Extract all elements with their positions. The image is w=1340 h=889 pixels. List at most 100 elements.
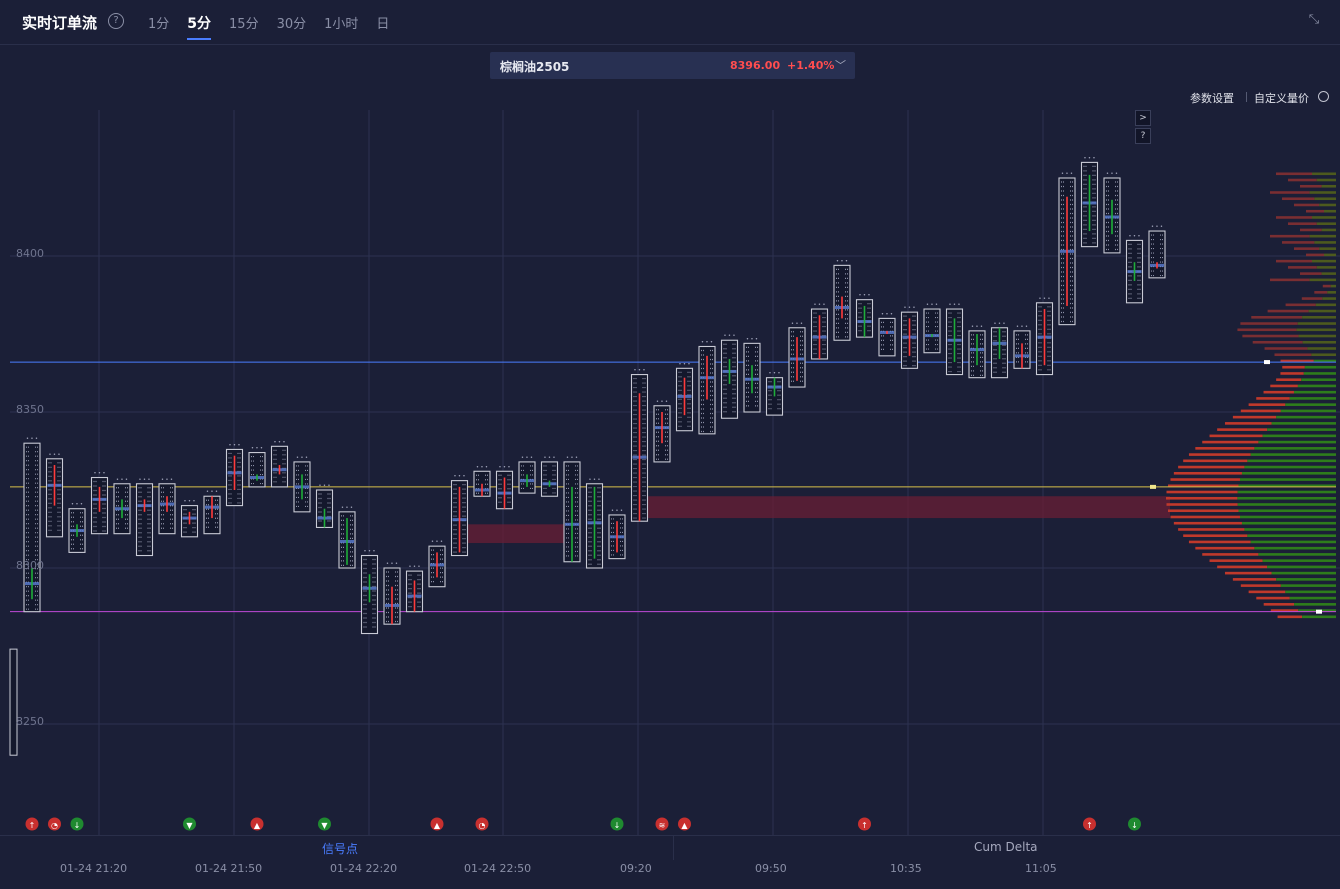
tab-signals[interactable]: 信号点 (322, 842, 359, 856)
x-tick-label: 09:20 (620, 862, 652, 875)
footprint-box (9, 648, 18, 756)
footprint-header: • • • (386, 561, 398, 567)
profile-bar-buy (1321, 184, 1336, 188)
footprint-header: • • • (971, 324, 983, 330)
footprint-header: • • • (746, 336, 758, 342)
tab-30m[interactable]: 30分 (276, 17, 307, 32)
footprint-header: • • • (431, 539, 443, 545)
profile-bar-sell (1263, 390, 1294, 394)
profile-bar-buy (1321, 228, 1336, 232)
symbol-selector[interactable]: 棕榈油2505 8396.00 +1.40% ﹀ (490, 52, 855, 79)
signal-icon (678, 817, 691, 831)
profile-bar-sell (1217, 565, 1268, 569)
profile-bar-sell (1300, 228, 1322, 232)
page-title: 实时订单流 (22, 14, 98, 32)
tab-cum-delta[interactable]: Cum Delta (974, 840, 1038, 854)
footprint-box (878, 317, 896, 357)
symbol-change: +1.40% (787, 59, 835, 72)
expand-button[interactable]: > (1135, 110, 1151, 126)
signal-glyph: ▲ (681, 821, 688, 830)
footprint-chart[interactable]: • • • • • • • • • • • • • • • • • • • • • • • •… (0, 0, 1340, 835)
signal-icon (70, 817, 84, 831)
profile-bar-buy (1285, 590, 1336, 594)
profile-bar-sell (1277, 615, 1303, 619)
y-tick-label: 8250 (16, 715, 44, 728)
footprint-header: • • • (71, 502, 83, 508)
profile-bar-buy (1262, 434, 1336, 438)
profile-bar-sell (1209, 434, 1263, 438)
profile-bar-buy (1280, 584, 1336, 587)
tab-5m[interactable]: 5分 (187, 13, 211, 40)
footprint-header: • • • (1151, 224, 1163, 230)
profile-bar-buy (1247, 459, 1336, 463)
profile-bar-buy (1254, 546, 1336, 550)
footprint-header: • • • (1038, 296, 1050, 302)
profile-bar-buy (1309, 191, 1336, 194)
profile-bar-sell (1270, 191, 1310, 194)
profile-bar-sell (1300, 272, 1322, 275)
y-tick-label: 8300 (16, 559, 44, 572)
footprint-header: • • • (498, 464, 510, 470)
profile-bar-sell (1170, 478, 1240, 481)
profile-bar-sell (1240, 409, 1281, 413)
settings-button[interactable]: 参数设置 (1190, 92, 1234, 105)
help-button[interactable]: ? (1135, 128, 1151, 144)
profile-bar-buy (1241, 472, 1336, 475)
tab-day[interactable]: 日 (376, 17, 390, 32)
settings-icon[interactable] (1318, 91, 1329, 102)
custom-price-button[interactable]: 自定义量价 (1254, 92, 1309, 105)
footprint-header: • • • (611, 508, 623, 514)
timeframe-tabs: 1分 5分 15分 30分 1小时 日 (148, 13, 407, 40)
profile-bar-sell (1270, 278, 1310, 282)
profile-bar-sell (1294, 247, 1320, 250)
profile-bar-sell (1276, 216, 1312, 219)
profile-bar-buy (1239, 515, 1336, 519)
footprint-box (23, 442, 41, 613)
tab-1h[interactable]: 1小时 (324, 17, 359, 32)
footprint-header: • • • (881, 311, 893, 317)
footprint-header: • • • (588, 477, 600, 483)
profile-bar-sell (1306, 209, 1324, 213)
footprint-header: • • • (1016, 324, 1028, 330)
symbol-price: 8396.00 (730, 59, 781, 72)
footprint-header: • • • (543, 455, 555, 461)
profile-bar-buy (1276, 415, 1336, 419)
profile-bar-buy (1309, 234, 1336, 238)
profile-bar-buy (1276, 578, 1336, 581)
footprint-header: • • • (836, 258, 848, 264)
footprint-header: • • • (26, 436, 38, 442)
footprint-header: • • • (93, 471, 105, 477)
help-icon[interactable]: ? (108, 13, 124, 29)
footprint-header: • • • (1061, 171, 1073, 177)
profile-bar-sell (1282, 197, 1315, 201)
profile-bar-sell (1217, 428, 1268, 431)
profile-bar-sell (1267, 309, 1309, 313)
footprint-header: • • • (858, 293, 870, 299)
x-tick-label: 11:05 (1025, 862, 1057, 875)
footprint-header: • • • (813, 302, 825, 308)
profile-bar-sell (1242, 334, 1299, 338)
level-marker (1264, 360, 1270, 365)
profile-bar-sell (1166, 490, 1238, 494)
profile-bar-buy (1247, 534, 1336, 537)
footprint-header: • • • (678, 361, 690, 367)
signal-icon (858, 817, 871, 831)
profile-bar-buy (1319, 203, 1336, 207)
y-tick-label: 8350 (16, 403, 44, 416)
signal-glyph: ↓ (74, 821, 81, 830)
profile-bar-buy (1271, 571, 1336, 575)
profile-bar-buy (1271, 422, 1336, 425)
x-tick-label: 01-24 22:50 (464, 862, 532, 875)
profile-bar-sell (1270, 609, 1299, 612)
profile-bar-sell (1188, 540, 1251, 544)
signal-icon (475, 817, 489, 831)
chevron-down-icon[interactable]: ﹀ (835, 59, 846, 72)
signal-glyph: ↑ (1086, 821, 1093, 830)
tab-1m[interactable]: 1分 (148, 17, 170, 32)
collapse-icon[interactable]: ⤡ (1308, 12, 1320, 27)
profile-bar-sell (1282, 365, 1305, 369)
signal-glyph: ▼ (321, 821, 328, 830)
profile-bar-sell (1178, 465, 1245, 469)
tab-15m[interactable]: 15分 (229, 17, 259, 32)
profile-bar-sell (1188, 453, 1251, 456)
